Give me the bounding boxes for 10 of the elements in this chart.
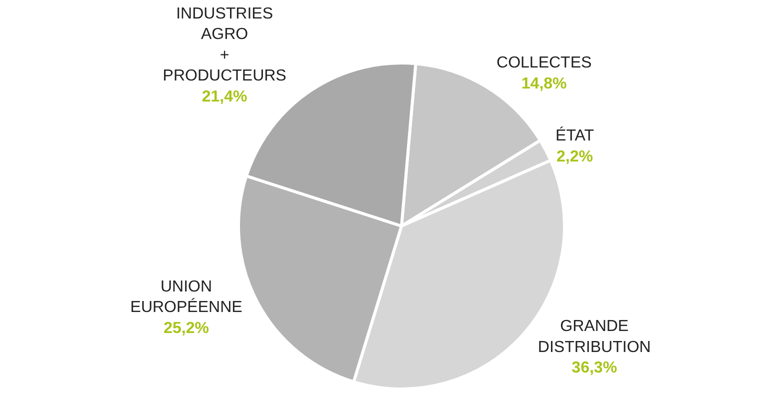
slice-label: ÉTAT [556,126,594,145]
slice-label: INDUSTRIES AGRO + PRODUCTEURS [162,5,286,85]
data-label: 14,8% [521,75,567,92]
slice-label: UNION EUROPÉENNE [130,278,242,316]
slice-label: COLLECTES [496,54,592,72]
slice-label: GRANDE DISTRIBUTION [538,318,651,356]
data-label: 21,4% [202,88,248,106]
data-label: 36,3% [572,360,618,377]
data-label: 25,2% [164,320,209,337]
data-label: 2,2% [556,148,594,166]
